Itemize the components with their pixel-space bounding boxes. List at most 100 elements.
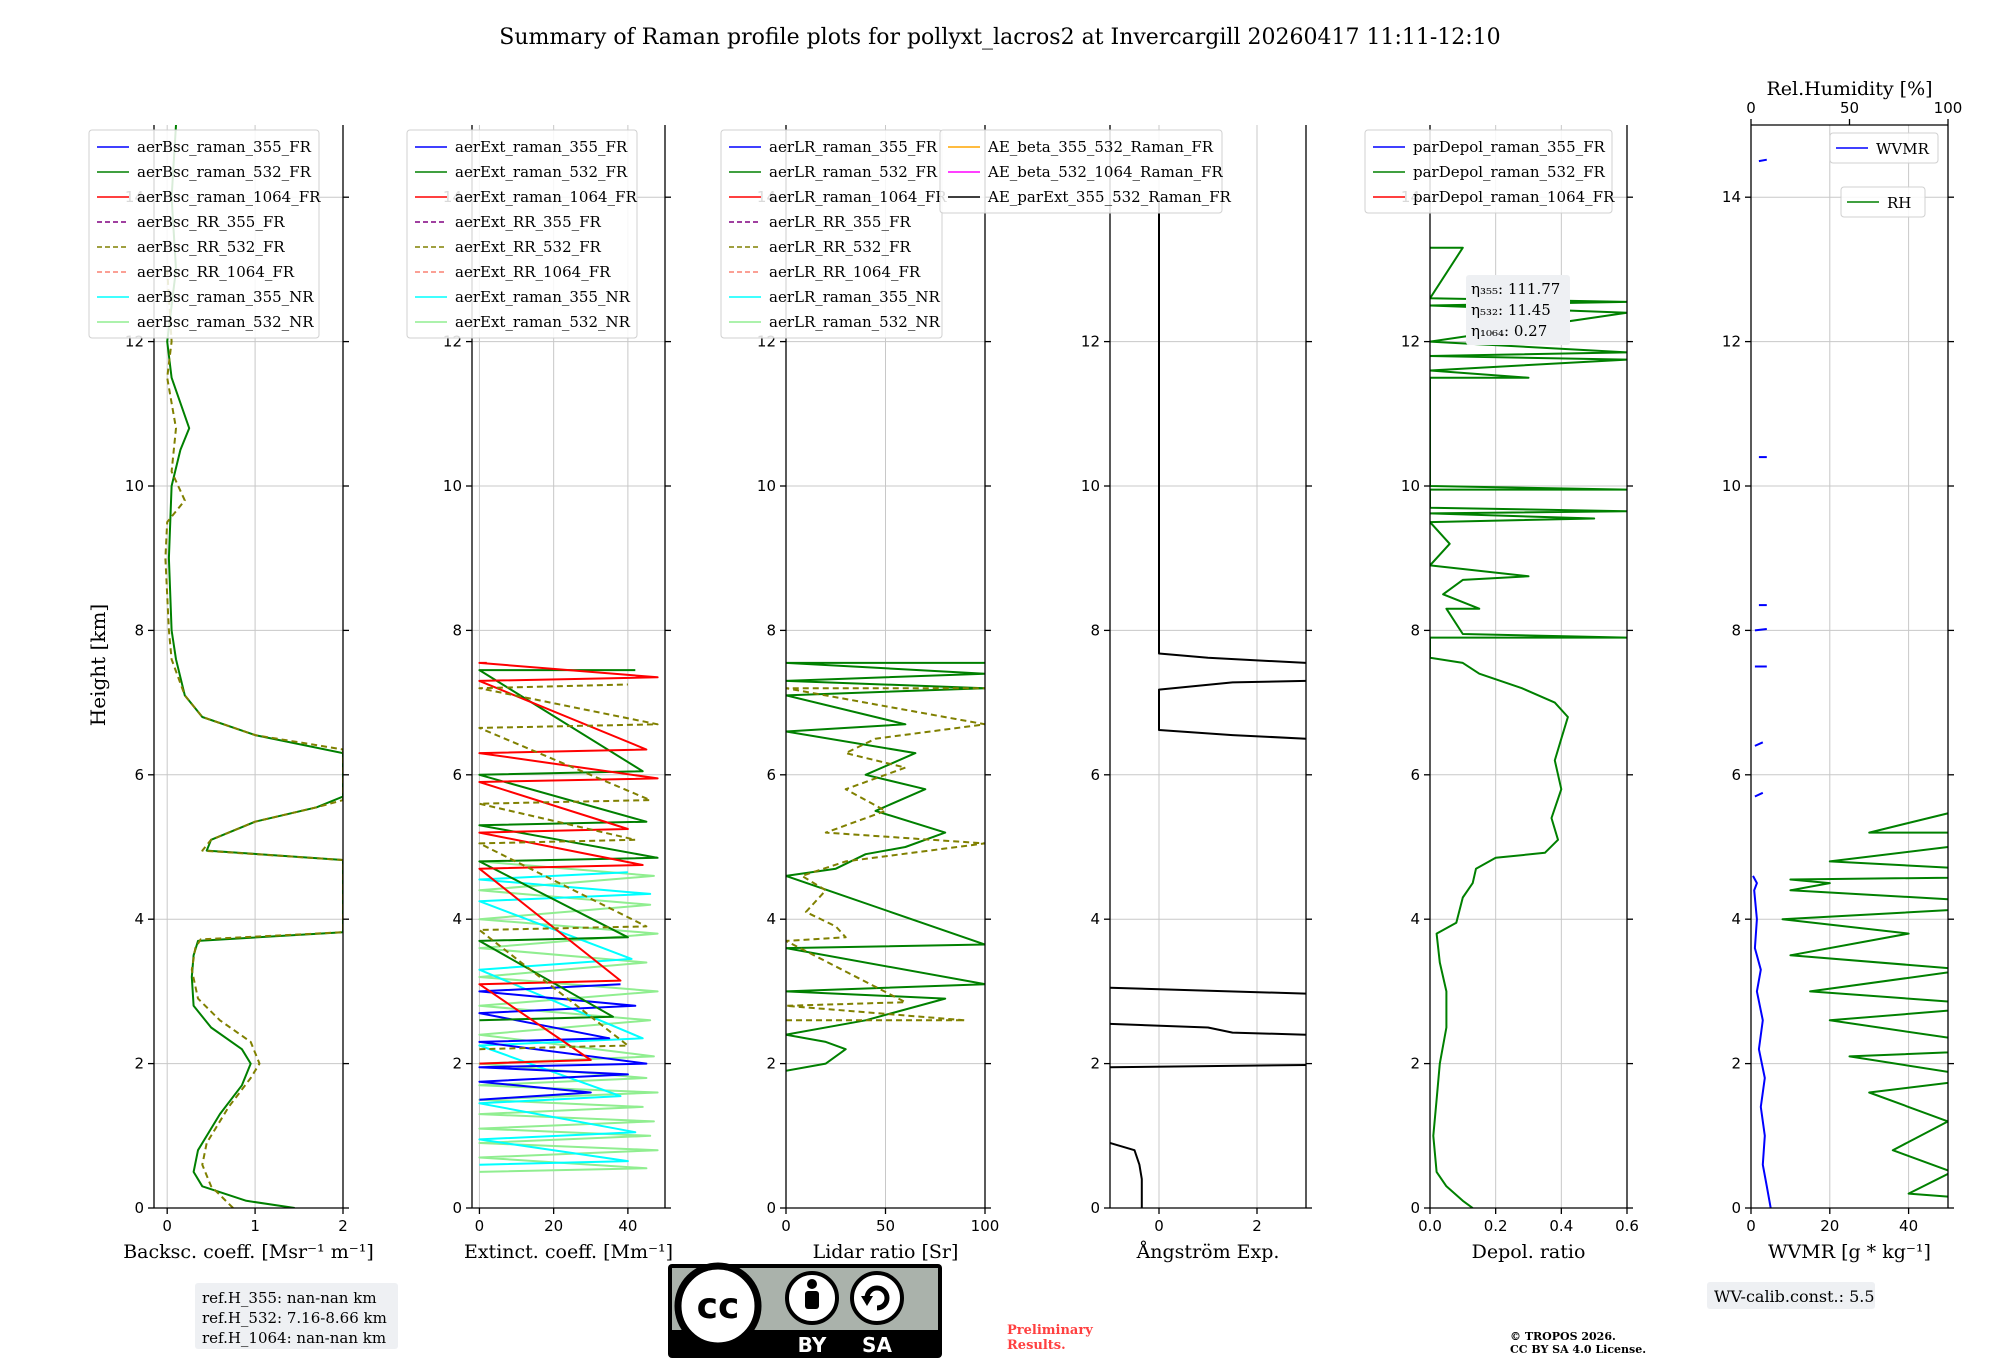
x-tick-label: 40 [618, 1217, 637, 1235]
legend-box [406, 129, 638, 339]
series-AE_parExt_355_532_Raman_FR [1110, 986, 1306, 995]
y-tick-label: 2 [766, 1055, 776, 1073]
y-tick-label: 2 [1410, 1055, 1420, 1073]
y-tick-label: 2 [134, 1055, 144, 1073]
series-WVMR [1754, 791, 1764, 798]
series-group [478, 661, 659, 1173]
ref-h-355: ref.H_355: nan-nan km [202, 1289, 377, 1307]
legend-entry: aerBsc_raman_532_NR [137, 313, 314, 331]
x-tick-label: 50 [876, 1217, 895, 1235]
legend-entry: aerBsc_raman_355_NR [137, 288, 314, 306]
top-x-tick-label: 50 [1840, 99, 1859, 117]
series-parDepol_raman_532_FR [1430, 246, 1627, 1208]
y-tick-label: 8 [452, 621, 462, 639]
legend-box [1364, 129, 1613, 214]
copyright-line-1: © TROPOS 2026. [1510, 1330, 1616, 1343]
legend-entry: aerExt_raman_1064_FR [455, 188, 637, 206]
ref-height-box: ref.H_355: nan-nan km ref.H_532: 7.16-8.… [195, 1283, 398, 1349]
x-axis-label: WVMR [g * kg⁻¹] [1768, 1241, 1931, 1263]
y-tick-label: 4 [1731, 910, 1741, 928]
legend-entry: aerBsc_RR_355_FR [137, 213, 285, 231]
top-x-tick-label: 100 [1934, 99, 1963, 117]
y-tick-label: 10 [757, 477, 776, 495]
series-WVMR [1754, 628, 1767, 632]
series-AE_parExt_355_532_Raman_FR [1110, 1022, 1306, 1036]
preliminary-label: Preliminary [1007, 1323, 1093, 1338]
y-tick-label: 6 [766, 766, 776, 784]
y-tick-label: 8 [1731, 621, 1741, 639]
series-group [1430, 246, 1627, 1208]
x-tick-label: 40 [1899, 1217, 1918, 1235]
series-aerExt_RR_532_FR [478, 683, 659, 1051]
figure-title: Summary of Raman profile plots for polly… [499, 25, 1500, 50]
cc-license-badge: cc BY SA [668, 1262, 942, 1358]
series-AE_parExt_355_532_Raman_FR [1158, 197, 1306, 664]
x-axis-label: Lidar ratio [Sr] [813, 1241, 959, 1263]
legend-entry: aerExt_raman_532_FR [455, 163, 628, 181]
y-tick-label: 0 [1410, 1199, 1420, 1217]
depol-annotation-line: η₁₀₆₄: 0.27 [1471, 322, 1547, 340]
top-axis-label: Rel.Humidity [%] [1766, 78, 1932, 100]
y-tick-label: 8 [1090, 621, 1100, 639]
legend-entry: aerLR_raman_532_FR [769, 163, 938, 181]
x-tick-label: 2 [338, 1217, 348, 1235]
y-axis-label: Height [km] [86, 604, 110, 726]
series-RH [1781, 812, 1948, 1198]
legend-entry: aerExt_RR_532_FR [455, 238, 602, 256]
legend-entry: aerBsc_raman_532_FR [137, 163, 312, 181]
legend-entry: WVMR [1876, 140, 1930, 158]
series-group [1110, 197, 1306, 1208]
legend-entry: aerExt_RR_1064_FR [455, 263, 611, 281]
y-tick-label: 10 [125, 477, 144, 495]
y-tick-label: 8 [766, 621, 776, 639]
legend-entry: RH [1887, 194, 1911, 212]
y-tick-label: 0 [1731, 1199, 1741, 1217]
legend-entry: aerExt_RR_355_FR [455, 213, 602, 231]
y-tick-label: 2 [1731, 1055, 1741, 1073]
x-tick-label: 20 [1820, 1217, 1839, 1235]
series-aerLR_raman_532_FR [786, 661, 985, 1072]
y-tick-label: 10 [1401, 477, 1420, 495]
x-tick-label: 0.0 [1418, 1217, 1442, 1235]
y-tick-label: 6 [452, 766, 462, 784]
y-tick-label: 12 [1722, 333, 1741, 351]
x-tick-label: 0 [1154, 1217, 1164, 1235]
y-tick-label: 8 [134, 621, 144, 639]
y-tick-label: 2 [1090, 1055, 1100, 1073]
y-tick-label: 4 [1410, 910, 1420, 928]
panel-3: 02468101214050100Lidar ratio [Sr]aerLR_r… [720, 125, 999, 1263]
y-tick-label: 10 [1081, 477, 1100, 495]
series-aerExt_raman_532_FR [478, 669, 659, 1022]
y-tick-label: 4 [1090, 910, 1100, 928]
series-group [786, 661, 985, 1072]
ref-height-box-bg [195, 1283, 398, 1349]
series-aerExt_raman_355_NR [478, 871, 652, 1166]
y-tick-label: 4 [766, 910, 776, 928]
y-tick-label: 4 [134, 910, 144, 928]
legend-entry: parDepol_raman_532_FR [1413, 163, 1606, 181]
legend-entry: aerBsc_raman_355_FR [137, 138, 312, 156]
legend-entry: aerExt_raman_532_NR [455, 313, 631, 331]
legend-entry: parDepol_raman_1064_FR [1413, 188, 1615, 206]
wv-calib-const: WV-calib.const.: 5.5 [1714, 1287, 1875, 1306]
panel-4: 0 2 4 6 8 10 12 0 2 Ångström Exp. AE_beta_355_532_… [939, 125, 1312, 1263]
y-tick-label: 4 [452, 910, 462, 928]
cc-sa-label: SA [862, 1333, 892, 1357]
panel-6: 0 2 4 6 8 10 12 14 0 20 40 WVMR [g * kg⁻¹] 0 50 100Rel… [1722, 78, 1963, 1263]
series-AE_parExt_355_532_Raman_FR [1110, 1142, 1143, 1208]
x-tick-label: 0 [475, 1217, 485, 1235]
cc-logo-icon [674, 1262, 762, 1350]
legend-entry: aerLR_RR_1064_FR [769, 263, 921, 281]
depol-annotation-line: η₃₅₅: 111.77 [1471, 280, 1560, 298]
legend-entry: aerLR_RR_532_FR [769, 238, 911, 256]
legend-entry: aerBsc_RR_532_FR [137, 238, 285, 256]
ref-h-1064: ref.H_1064: nan-nan km [202, 1329, 386, 1347]
x-axis-label: Extinct. coeff. [Mm⁻¹] [464, 1241, 673, 1263]
results-label: Results. [1007, 1338, 1066, 1353]
x-tick-label: 0.6 [1615, 1217, 1639, 1235]
y-tick-label: 6 [1410, 766, 1420, 784]
depol-annotation-line: η₅₃₂: 11.45 [1471, 301, 1551, 319]
series-WVMR [1758, 158, 1767, 163]
